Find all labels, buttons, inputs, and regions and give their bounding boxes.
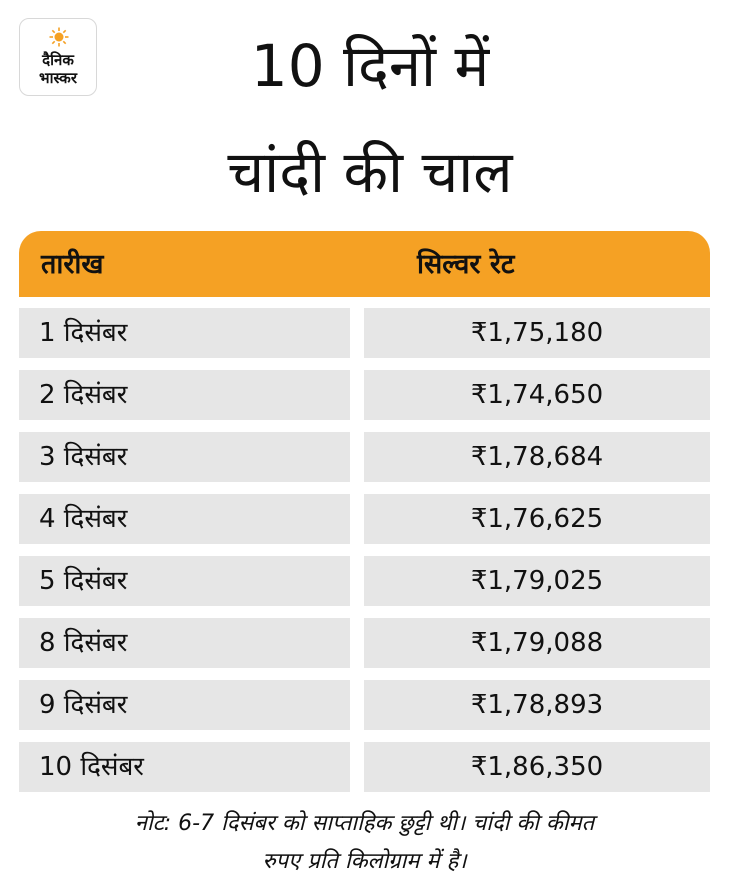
date-cell: 10 दिसंबर xyxy=(19,742,350,792)
table-row: 1 दिसंबर ₹1,75,180 xyxy=(19,308,710,358)
page-title-line2: चांदी की चाल xyxy=(227,138,513,206)
table-row: 4 दिसंबर ₹1,76,625 xyxy=(19,494,710,544)
column-header-silver-rate: सिल्वर रेट xyxy=(417,249,515,280)
date-cell: 3 दिसंबर xyxy=(19,432,350,482)
rate-cell: ₹1,75,180 xyxy=(364,308,710,358)
date-cell: 9 दिसंबर xyxy=(19,680,350,730)
table-row: 8 दिसंबर ₹1,79,088 xyxy=(19,618,710,668)
rate-cell: ₹1,79,088 xyxy=(364,618,710,668)
date-cell: 2 दिसंबर xyxy=(19,370,350,420)
date-cell: 4 दिसंबर xyxy=(19,494,350,544)
rate-cell: ₹1,78,893 xyxy=(364,680,710,730)
page-title-line1: 10 दिनों में xyxy=(250,32,490,100)
table-row: 3 दिसंबर ₹1,78,684 xyxy=(19,432,710,482)
rate-cell: ₹1,74,650 xyxy=(364,370,710,420)
table-row: 2 दिसंबर ₹1,74,650 xyxy=(19,370,710,420)
date-cell: 5 दिसंबर xyxy=(19,556,350,606)
table-header: तारीख सिल्वर रेट xyxy=(19,231,710,297)
table-row: 5 दिसंबर ₹1,79,025 xyxy=(19,556,710,606)
column-header-date: तारीख xyxy=(41,249,104,280)
logo-text-line2: भास्कर xyxy=(39,69,77,87)
rate-cell: ₹1,78,684 xyxy=(364,432,710,482)
table-row: 9 दिसंबर ₹1,78,893 xyxy=(19,680,710,730)
footnote-line2: रुपए प्रति किलोग्राम में है। xyxy=(262,849,467,874)
brand-logo: दैनिक भास्कर xyxy=(19,18,97,96)
footnote-line1: नोट: 6-7 दिसंबर को साप्ताहिक छुट्टी थी। … xyxy=(134,811,595,836)
rate-cell: ₹1,76,625 xyxy=(364,494,710,544)
table-row: 10 दिसंबर ₹1,86,350 xyxy=(19,742,710,792)
rate-cell: ₹1,79,025 xyxy=(364,556,710,606)
logo-text-line1: दैनिक xyxy=(42,51,74,69)
date-cell: 8 दिसंबर xyxy=(19,618,350,668)
rate-cell: ₹1,86,350 xyxy=(364,742,710,792)
date-cell: 1 दिसंबर xyxy=(19,308,350,358)
sun-icon xyxy=(49,27,69,47)
